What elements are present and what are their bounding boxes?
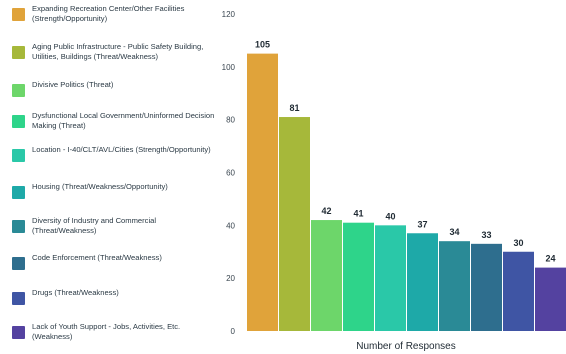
legend-swatch xyxy=(12,84,25,97)
legend-label: Dysfunctional Local Government/Uninforme… xyxy=(32,111,215,130)
data-label: 40 xyxy=(385,211,395,221)
legend-label: Aging Public Infrastructure - Public Saf… xyxy=(32,42,204,61)
legend-item: Expanding Recreation Center/Other Facili… xyxy=(6,4,218,34)
y-tick-label: 120 xyxy=(222,10,236,19)
y-tick-label: 80 xyxy=(226,116,235,125)
bar xyxy=(279,117,310,332)
legend-item: Code Enforcement (Threat/Weakness) xyxy=(6,253,218,283)
x-axis-title: Number of Responses xyxy=(356,341,456,352)
legend-label: Code Enforcement (Threat/Weakness) xyxy=(32,253,162,262)
legend-swatch xyxy=(12,186,25,199)
legend-item: Location - I-40/CLT/AVL/Cities (Strength… xyxy=(6,145,218,175)
legend-item: Lack of Youth Support - Jobs, Activities… xyxy=(6,322,218,352)
legend-label: Drugs (Threat/Weakness) xyxy=(32,288,119,297)
legend-item: Diversity of Industry and Commercial (Th… xyxy=(6,216,218,246)
legend-swatch xyxy=(12,292,25,305)
bar xyxy=(407,233,438,331)
legend-swatch xyxy=(12,149,25,162)
y-tick-label: 60 xyxy=(226,169,235,178)
data-label: 30 xyxy=(513,238,523,248)
bar xyxy=(535,267,566,331)
data-label: 41 xyxy=(353,209,363,219)
bar xyxy=(439,241,470,331)
bar xyxy=(343,222,374,331)
data-label: 24 xyxy=(545,254,555,264)
legend-label: Diversity of Industry and Commercial (Th… xyxy=(32,216,157,235)
legend-label: Location - I-40/CLT/AVL/Cities (Strength… xyxy=(32,145,211,154)
y-tick-label: 20 xyxy=(226,274,235,283)
data-label: 42 xyxy=(321,206,331,216)
legend-label: Divisive Politics (Threat) xyxy=(32,80,114,89)
data-label: 33 xyxy=(481,230,491,240)
legend-item: Divisive Politics (Threat) xyxy=(6,80,218,110)
legend-swatch xyxy=(12,326,25,339)
bar xyxy=(311,220,342,331)
bar xyxy=(375,225,406,331)
legend-swatch xyxy=(12,257,25,270)
data-label: 34 xyxy=(449,227,459,237)
legend-label: Expanding Recreation Center/Other Facili… xyxy=(32,4,185,23)
legend-item: Housing (Threat/Weakness/Opportunity) xyxy=(6,182,218,212)
legend-swatch xyxy=(12,46,25,59)
data-label: 37 xyxy=(417,219,427,229)
bar xyxy=(247,53,278,331)
legend-item: Aging Public Infrastructure - Public Saf… xyxy=(6,42,218,72)
y-tick-label: 0 xyxy=(231,327,236,336)
legend-item: Drugs (Threat/Weakness) xyxy=(6,288,218,318)
legend-swatch xyxy=(12,115,25,128)
legend-item: Dysfunctional Local Government/Uninforme… xyxy=(6,111,218,141)
bar xyxy=(471,243,502,331)
legend-swatch xyxy=(12,8,25,21)
y-tick-label: 40 xyxy=(226,221,235,230)
bar xyxy=(503,251,534,331)
legend-label: Lack of Youth Support - Jobs, Activities… xyxy=(32,322,181,341)
legend-swatch xyxy=(12,220,25,233)
data-label: 81 xyxy=(289,103,299,113)
y-tick-label: 100 xyxy=(222,63,236,72)
data-label: 105 xyxy=(255,40,270,50)
legend-label: Housing (Threat/Weakness/Opportunity) xyxy=(32,182,168,191)
